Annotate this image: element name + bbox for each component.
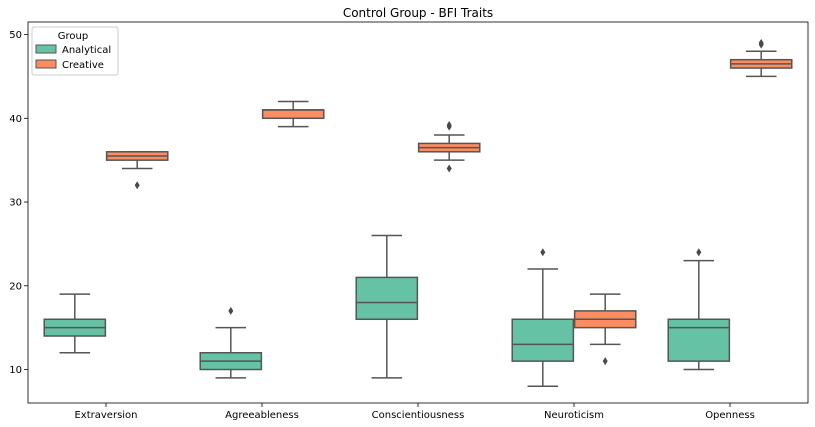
x-tick-label: Openness bbox=[705, 410, 755, 421]
flier-point bbox=[696, 248, 702, 257]
legend-swatch-analytical bbox=[35, 44, 57, 54]
flier-point bbox=[134, 181, 140, 190]
box-neuroticism-creative bbox=[573, 293, 637, 366]
box-iqr bbox=[355, 276, 419, 321]
flier-point bbox=[446, 164, 452, 173]
box-iqr bbox=[667, 318, 731, 362]
box-openness-creative bbox=[729, 38, 793, 78]
box-extraversion-analytical bbox=[43, 293, 107, 354]
y-tick-label: 20 bbox=[9, 281, 22, 292]
box-conscientiousness-creative bbox=[417, 120, 481, 173]
axes: 10 20 30 40 50 Extraversion Agreeableness Consc… bbox=[9, 21, 809, 421]
flier-point bbox=[540, 248, 546, 257]
box-agreeableness-creative bbox=[261, 100, 325, 128]
legend: Group Analytical Creative bbox=[31, 26, 119, 76]
legend-swatch-creative bbox=[35, 59, 57, 69]
legend-title: Group bbox=[58, 31, 88, 42]
flier-point bbox=[758, 40, 764, 49]
legend-label-creative: Creative bbox=[62, 60, 104, 71]
x-tick-label: Neuroticism bbox=[544, 410, 604, 421]
box-conscientiousness-analytical bbox=[355, 234, 419, 379]
flier-point bbox=[228, 306, 234, 315]
y-tick-label: 10 bbox=[9, 365, 22, 376]
x-tick-label: Agreeableness bbox=[225, 410, 299, 421]
y-tick-label: 30 bbox=[9, 198, 22, 209]
plot-area bbox=[43, 38, 793, 388]
x-tick-label: Conscientiousness bbox=[372, 410, 465, 421]
flier-point bbox=[446, 120, 452, 129]
y-tick-label: 50 bbox=[9, 30, 22, 41]
box-iqr bbox=[261, 109, 325, 120]
box-agreeableness-analytical bbox=[199, 306, 263, 379]
x-tick-label: Extraversion bbox=[74, 410, 137, 421]
box-extraversion-creative bbox=[105, 151, 169, 190]
flier-point bbox=[602, 357, 608, 366]
legend-label-analytical: Analytical bbox=[62, 45, 111, 56]
chart-title: Control Group - BFI Traits bbox=[343, 6, 493, 20]
box-iqr bbox=[511, 318, 575, 362]
box-openness-analytical bbox=[667, 248, 731, 371]
box-neuroticism-analytical bbox=[511, 248, 575, 388]
y-tick-label: 40 bbox=[9, 114, 22, 125]
